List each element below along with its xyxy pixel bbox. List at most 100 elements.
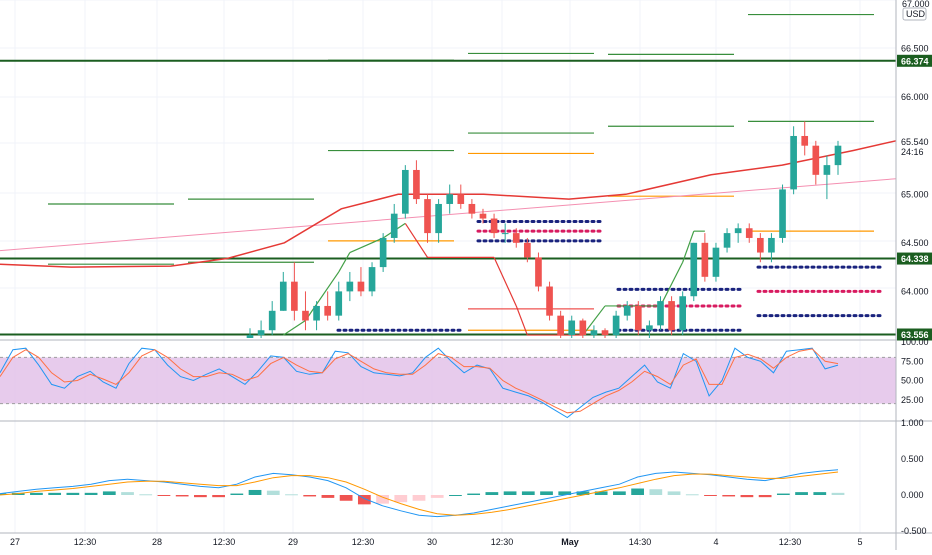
ema-polyline	[0, 140, 897, 268]
candle-body	[668, 301, 675, 331]
supertrend-segment	[349, 237, 384, 254]
macd-hist-bar	[175, 495, 189, 497]
candle-body	[779, 189, 786, 238]
macd-hist-bar	[376, 495, 389, 504]
candle-body	[823, 165, 831, 175]
candle-body	[457, 194, 465, 204]
macd-hist-bar	[613, 491, 626, 495]
macd-hist-bar	[66, 492, 80, 495]
candle-body	[357, 281, 365, 292]
macd-hist-bar	[84, 492, 98, 495]
price-label: 64.500	[901, 238, 929, 248]
candle-body	[712, 247, 720, 277]
stochastic-pane	[0, 347, 896, 419]
candle-body	[568, 320, 576, 336]
macd-hist-bar	[248, 489, 262, 495]
macd-hist-bar	[339, 495, 353, 501]
supertrend-segment	[404, 223, 429, 258]
candle-body	[368, 267, 376, 292]
candle-body	[379, 237, 387, 268]
time-axis-label: 4	[713, 537, 718, 547]
time-axis: 27 12:30 28 12:30 29 12:30 30 12:30 May 14:30 4 12:…	[10, 537, 863, 547]
supertrend-line	[282, 222, 705, 336]
macd-histogram	[0, 488, 845, 505]
candle-body	[279, 281, 287, 311]
candle-body	[579, 320, 587, 336]
candle-body	[313, 305, 320, 321]
price-tags: 66.374 64.338 63.556	[897, 54, 932, 341]
candle-body	[679, 296, 687, 331]
macd-hist-bar	[813, 492, 827, 495]
macd-axis: 1.000 0.500 0.000 -0.500	[901, 418, 927, 536]
price-label: 65.540	[901, 137, 929, 147]
candle-body	[623, 305, 631, 316]
candle-body	[590, 330, 598, 336]
macd-hist-bar	[667, 491, 681, 495]
macd-hist-bar	[795, 492, 808, 495]
price-tag	[897, 252, 932, 265]
price-tag	[897, 54, 932, 67]
macd-hist-bar	[503, 491, 517, 495]
stoch-axis-label: 75.00	[901, 356, 924, 366]
candle-body	[768, 237, 775, 253]
supertrend-segment	[282, 320, 306, 336]
price-tag-label: 63.556	[901, 330, 929, 340]
macd-hist-bar	[30, 492, 43, 495]
macd-hist-bar	[194, 495, 207, 498]
macd-hist-bar	[776, 493, 790, 495]
price-tag	[897, 328, 932, 341]
stochastic-axis: 100.00 75.00 50.00 25.00	[901, 337, 929, 405]
time-axis-label: 5	[857, 537, 862, 547]
price-axis: 67.000 USD 66.500 66.000 65.540 65.000 64.50…	[897, 0, 932, 341]
candle-body	[535, 257, 542, 287]
candle-body	[512, 233, 520, 243]
macd-hist-bar	[139, 494, 153, 496]
macd-hist-bar	[121, 492, 134, 495]
macd-hist-bar	[48, 492, 62, 495]
currency-badge[interactable]	[902, 7, 927, 21]
price-label: 66.500	[901, 44, 929, 54]
price-top-label: 67.000	[902, 0, 930, 9]
candle-body	[757, 237, 764, 253]
macd-hist-bar	[266, 490, 280, 495]
price-labels: 66.500 66.000 65.540 65.000 64.500 64.000	[901, 44, 929, 297]
candle-body	[390, 213, 398, 238]
candle-body	[557, 315, 564, 336]
macd-hist-bar	[576, 491, 590, 495]
macd-hist-bar	[740, 495, 754, 498]
macd-lines	[0, 469, 839, 518]
time-axis-label: 29	[288, 537, 298, 547]
supertrend-segment	[338, 252, 351, 273]
macd-axis-label: -0.500	[901, 526, 927, 536]
candle-body	[501, 233, 509, 235]
price-pane	[0, 13, 897, 338]
price-label: 66.000	[901, 92, 929, 102]
macd-hist-bar	[285, 494, 298, 496]
macd-hist-bar	[704, 495, 717, 496]
countdown-label: 24:16	[901, 147, 924, 157]
candle-body	[446, 194, 454, 204]
price-label: 65.000	[901, 189, 929, 199]
candle-body	[479, 213, 487, 219]
supertrend-segment	[682, 230, 695, 263]
supertrend-segment	[659, 261, 684, 307]
candle-body	[546, 286, 553, 316]
macd-hist-bar	[321, 495, 335, 498]
dotted-levels	[336, 219, 886, 332]
macd-hist-bar	[230, 493, 244, 495]
macd-hist-bar	[540, 491, 553, 495]
trendline-segment	[0, 178, 897, 252]
currency-label: USD	[906, 9, 926, 19]
candle-body	[302, 310, 309, 321]
horizontal-levels	[0, 59, 896, 336]
macd-hist-bar	[102, 491, 116, 495]
time-axis-label: 12:30	[352, 537, 375, 547]
macd-pane	[0, 469, 845, 518]
time-axis-label: 30	[427, 537, 437, 547]
candle-body	[701, 242, 709, 277]
macd-hist-bar	[412, 495, 426, 501]
candle-body	[490, 218, 498, 234]
time-axis-label: 12:30	[74, 537, 97, 547]
